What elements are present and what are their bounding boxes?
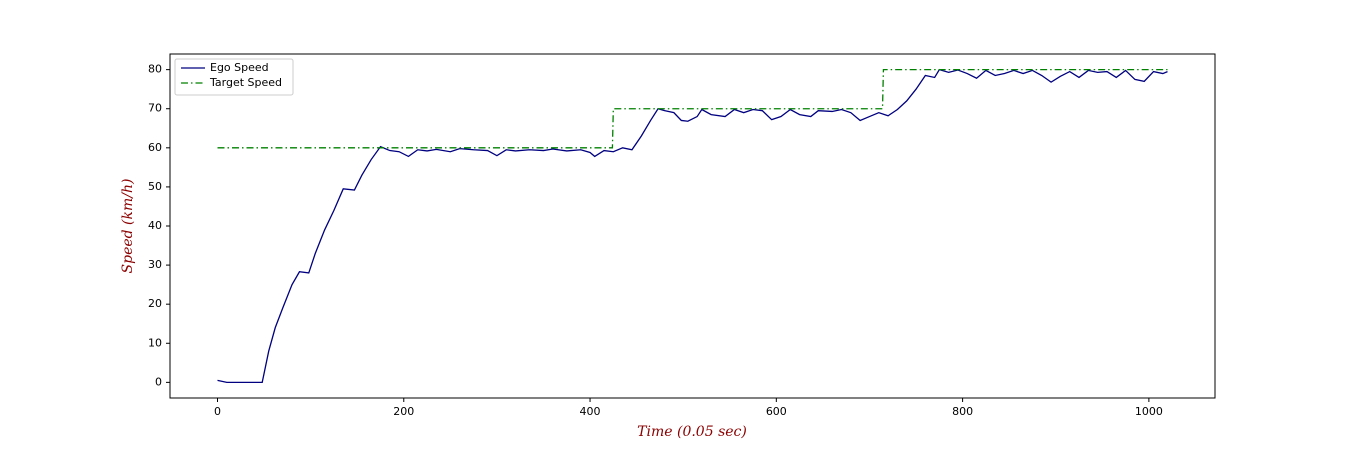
x-tick-label: 800 [952, 405, 973, 418]
x-tick-label: 0 [214, 405, 221, 418]
y-tick-label: 70 [148, 102, 162, 115]
y-tick-label: 40 [148, 219, 162, 232]
y-tick-label: 0 [155, 375, 162, 388]
y-tick-label: 80 [148, 63, 162, 76]
series-line [217, 68, 1168, 384]
y-tick-label: 50 [148, 180, 162, 193]
y-tick-label: 10 [148, 336, 162, 349]
x-tick-label: 200 [393, 405, 414, 418]
y-tick-label: 60 [148, 141, 162, 154]
legend-label: Target Speed [209, 76, 282, 89]
x-tick-label: 1000 [1135, 405, 1163, 418]
x-tick-label: 400 [580, 405, 601, 418]
y-axis-label: Speed (km/h) [120, 179, 136, 274]
series-line [217, 68, 1168, 149]
y-tick-label: 30 [148, 258, 162, 271]
plot-frame [169, 53, 1216, 399]
y-tick-label: 20 [148, 297, 162, 310]
x-tick-label: 600 [766, 405, 787, 418]
legend-label: Ego Speed [210, 61, 269, 74]
x-axis-label: Time (0.05 sec) [637, 424, 747, 440]
